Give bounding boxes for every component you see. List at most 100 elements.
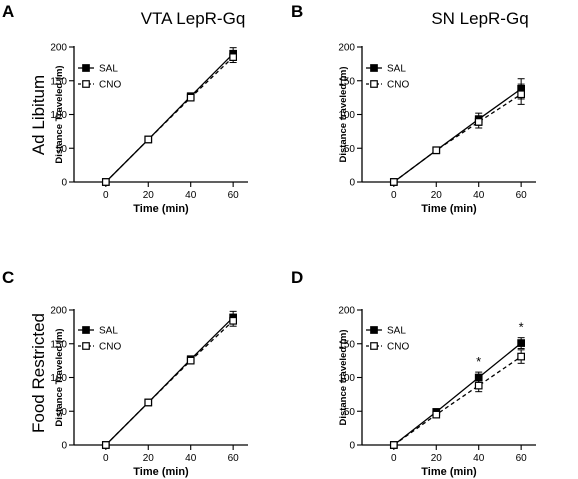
significance-marker: * [476,354,481,369]
y-axis-title: Distance traveled (m) [338,329,349,425]
data-point-cno [432,146,441,155]
x-tick-label: 20 [431,190,443,201]
legend-label-sal: SAL [99,64,118,75]
y-tick-label: 100 [50,373,67,384]
y-tick-label: 150 [50,339,67,350]
x-tick-label: 40 [185,190,197,201]
row-title-ad-libitum: Ad Libitum [29,75,48,155]
x-tick-label: 60 [516,190,528,201]
y-tick-label: 200 [338,43,355,54]
series-line-cno [105,320,234,446]
panel-a: A 0 50 100 150 200 0 20 40 60 Time (min) Distance T… [2,2,248,215]
x-tick-label: 40 [473,190,485,201]
data-point-cno [229,53,237,61]
x-axis-title: Time (min) [133,203,189,215]
data-point-cno [229,316,237,325]
legend-label-sal: SAL [99,326,118,337]
x-tick-label: 0 [391,190,397,201]
x-tick-label: 40 [185,453,197,464]
row-title-food-restricted: Food Restricted [29,313,48,433]
legend-label-sal: SAL [387,326,406,337]
data-point-cno [389,178,398,186]
data-point-cno [144,135,153,144]
x-tick-label: 20 [143,453,155,464]
legend-marker-cno [370,342,378,350]
legend-label-cno: CNO [99,80,121,91]
data-point-cno [517,352,525,361]
x-tick-label: 20 [143,190,155,201]
y-tick-label: 200 [50,43,67,54]
y-axis-title: Distance Traveled (m) [54,328,65,426]
legend-marker-cno [82,342,90,350]
series-line-sal [393,342,522,446]
column-title-vta: VTA LepR-Gq [141,9,246,28]
x-tick-label: 60 [228,453,240,464]
y-tick-label: 50 [56,407,68,418]
x-tick-label: 0 [103,190,109,201]
data-point-cno [186,93,195,102]
data-point-cno [474,118,483,126]
data-point-cno [474,381,483,390]
y-axis-title: Distance Traveled (m) [54,65,65,163]
legend-marker-cno [82,80,90,88]
series-line-sal [393,88,522,183]
x-tick-label: 40 [473,453,485,464]
legend-label-sal: SAL [387,64,406,75]
column-title-sn: SN LepR-Gq [431,9,528,28]
y-tick-label: 50 [344,407,356,418]
panel-letter: B [291,2,303,21]
data-point-cno [517,90,525,99]
data-point-cno [186,356,195,365]
legend-marker-sal [82,326,90,334]
legend-marker-sal [82,64,90,72]
panel-letter: A [2,2,14,21]
series-line-cno [105,56,234,183]
data-point-cno [101,178,110,186]
panel-c: C 0 50 100 150 200 0 20 40 60 Time (min) Distance T… [2,268,248,478]
y-tick-label: 50 [56,144,68,155]
legend-marker-sal [370,64,378,72]
panel-b: B 0 50 100 150 200 0 20 40 60 Time (min) Distance t… [291,2,536,215]
series-line-cno [393,93,522,183]
legend-label-cno: CNO [99,342,121,353]
y-tick-label: 150 [338,339,355,350]
x-tick-label: 0 [391,453,397,464]
x-axis-title: Time (min) [421,203,477,215]
data-point-cno [432,410,441,419]
legend-label-cno: CNO [387,80,409,91]
x-tick-label: 60 [228,190,240,201]
y-tick-label: 150 [50,76,67,87]
y-tick-label: 0 [61,178,67,189]
legend-marker-cno [370,80,378,88]
data-point-cno [389,441,398,449]
data-point-cno [144,398,153,407]
y-tick-label: 200 [50,306,67,317]
y-tick-label: 100 [338,110,355,121]
significance-marker: * [519,320,524,335]
series-line-cno [393,356,522,446]
x-tick-label: 0 [103,453,109,464]
y-tick-label: 0 [349,441,355,452]
panel-d: D 0 50 100 150 200 0 20 40 60 Time (min) Distance t… [291,268,536,478]
y-tick-label: 0 [349,178,355,189]
x-tick-label: 20 [431,453,443,464]
data-point-cno [101,441,110,449]
y-tick-label: 0 [61,441,67,452]
x-tick-label: 60 [516,453,528,464]
x-axis-title: Time (min) [133,466,189,478]
y-tick-label: 150 [338,76,355,87]
panel-letter: D [291,268,303,287]
x-axis-title: Time (min) [421,466,477,478]
y-tick-label: 100 [50,110,67,121]
y-tick-label: 100 [338,373,355,384]
panel-letter: C [2,268,14,287]
legend-marker-sal [370,326,378,334]
series-line-sal [105,53,234,183]
y-axis-title: Distance traveled (m) [338,66,349,162]
legend-label-cno: CNO [387,342,409,353]
data-point-sal [517,339,525,347]
y-tick-label: 200 [338,306,355,317]
y-tick-label: 50 [344,144,356,155]
series-line-sal [105,316,234,446]
